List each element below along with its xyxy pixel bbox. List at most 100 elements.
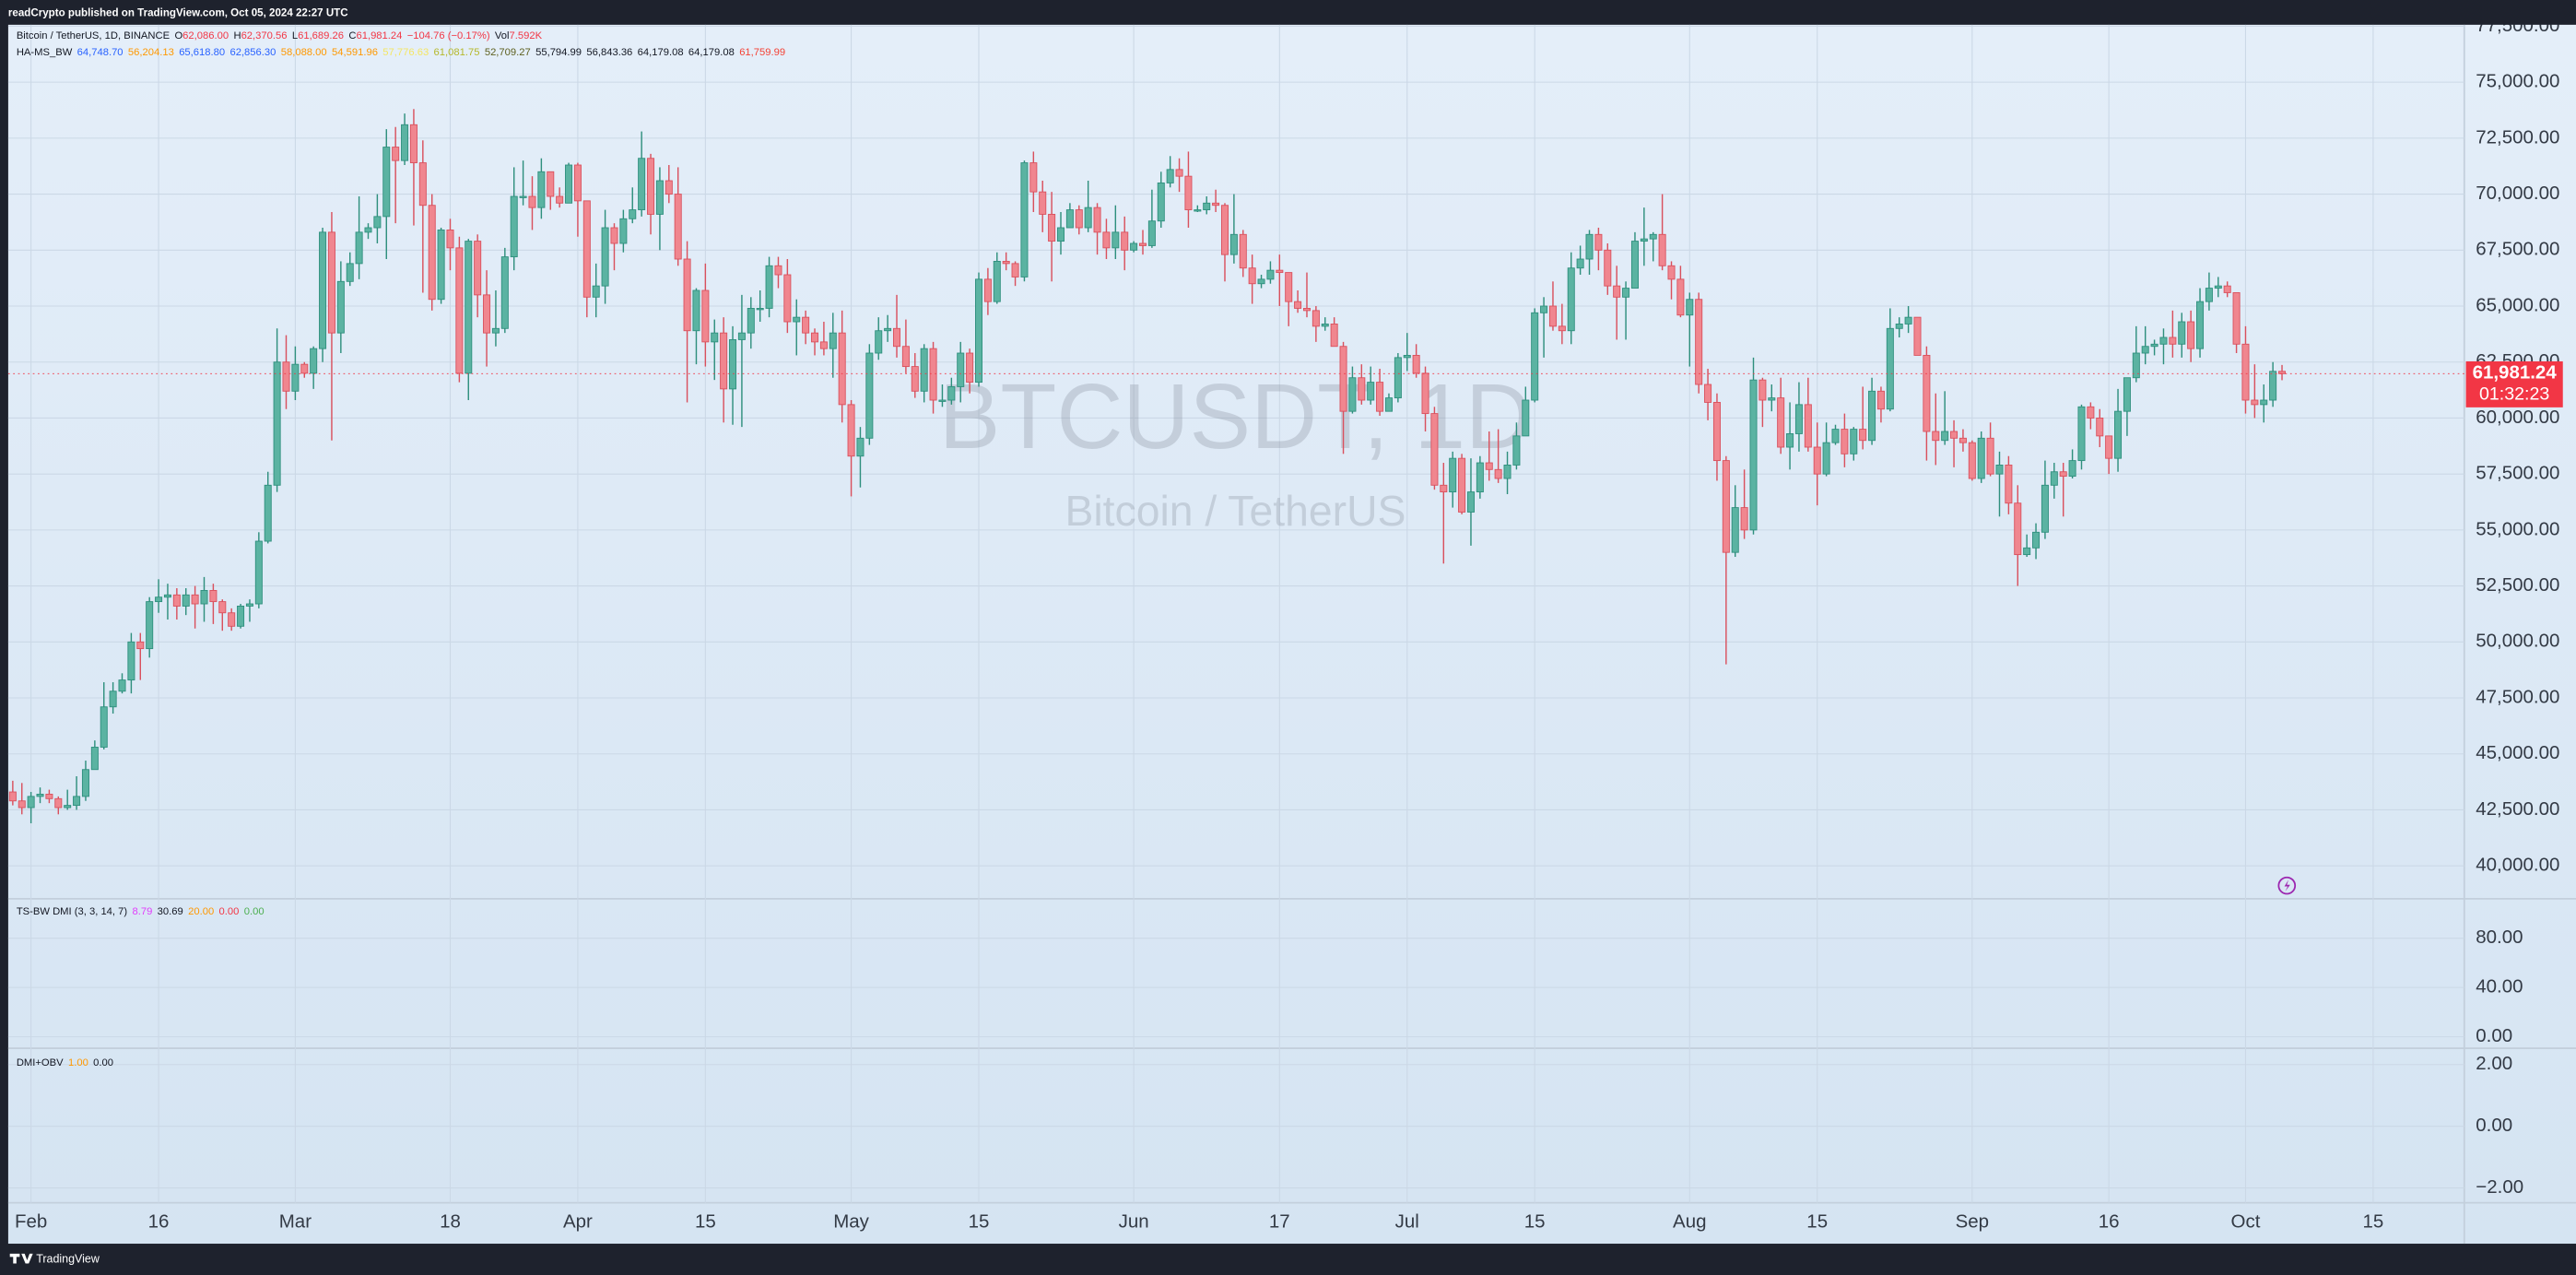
y-tick-label: 45,000.00 — [2476, 742, 2559, 763]
legend-item: 62,086.00 — [182, 30, 229, 41]
y-tick-label: 40,000.00 — [2476, 855, 2559, 876]
candle-body — [2023, 547, 2031, 556]
legend-item: 64,179.08 — [638, 47, 684, 58]
legend-line: Bitcoin / TetherUS, 1D, BINANCE O62,086.0… — [17, 30, 543, 41]
legend-item: TS-BW DMI (3, 3, 14, 7) — [17, 906, 128, 917]
candle-body — [1020, 162, 1029, 277]
legend-item: 56,204.13 — [128, 47, 174, 58]
candle-body — [2005, 465, 2013, 504]
candle-body — [18, 800, 26, 809]
candle-body — [811, 332, 819, 343]
legend-item: 30.69 — [158, 906, 183, 917]
candle-body — [2141, 346, 2149, 354]
candle-body — [1239, 233, 1247, 269]
legend-item: 0.00 — [219, 906, 240, 917]
candle-body — [582, 200, 591, 298]
candle-body — [1794, 404, 1803, 434]
candle-body — [983, 278, 992, 302]
candle-body — [100, 706, 108, 748]
candle-body — [565, 164, 573, 204]
candle-body — [2105, 435, 2113, 459]
y-tick-label: 65,000.00 — [2476, 294, 2559, 315]
legend-item: Bitcoin / TetherUS, 1D, BINANCE — [17, 30, 170, 41]
candle-body — [683, 258, 691, 332]
candle-body — [2232, 291, 2241, 345]
y-tick-label: 0.00 — [2476, 1025, 2512, 1046]
legend-item: 64,179.08 — [688, 47, 735, 58]
candle-body — [1540, 305, 1548, 313]
candle-body — [2251, 399, 2259, 406]
candle-body — [1722, 460, 1730, 553]
legend-item: 1.00 — [68, 1057, 88, 1068]
candle-body — [1121, 231, 1129, 251]
candle-body — [875, 330, 883, 354]
candle-body — [1421, 372, 1429, 415]
candle-body — [1786, 432, 1794, 448]
candle-body — [1384, 397, 1393, 412]
candle-body — [401, 124, 409, 161]
candle-body — [1147, 220, 1156, 246]
candle-body — [90, 747, 99, 771]
candle-body — [282, 361, 290, 392]
y-tick-label: 80.00 — [2476, 927, 2523, 948]
candle-body — [1676, 278, 1685, 316]
candle-body — [1512, 435, 1521, 466]
candle-body — [191, 594, 199, 605]
x-tick-label: 17 — [1269, 1210, 1290, 1232]
legend-item: 20.00 — [188, 906, 214, 917]
legend-line: HA-MS_BW 64,748.70 56,204.13 65,618.80 62,85… — [17, 47, 785, 58]
candle-body — [237, 606, 245, 627]
candle-body — [1011, 263, 1019, 277]
candle-body — [1695, 299, 1703, 385]
candle-body — [938, 399, 947, 402]
legend-item: Vol — [495, 30, 510, 41]
candle-body — [1248, 267, 1256, 285]
candle-body — [2068, 460, 2076, 478]
candle-body — [1567, 267, 1575, 332]
candle-body — [273, 361, 281, 486]
candle-body — [1138, 242, 1147, 246]
candle-body — [163, 594, 171, 598]
candle-body — [1065, 209, 1074, 229]
candle-body — [27, 796, 35, 809]
candle-body — [929, 348, 937, 401]
candles — [8, 109, 2287, 824]
x-tick-label: 15 — [695, 1210, 716, 1232]
candle-body — [1075, 209, 1083, 229]
candle-body — [1503, 465, 1511, 479]
candle-body — [327, 231, 335, 334]
candle-body — [1266, 269, 1275, 280]
candle-body — [118, 679, 126, 692]
candle-body — [1157, 182, 1165, 222]
candle-body — [793, 316, 801, 323]
candle-body — [364, 227, 372, 233]
legend-item: 64,748.70 — [77, 47, 124, 58]
candle-body — [2150, 343, 2158, 348]
y-tick-label: 70,000.00 — [2476, 183, 2559, 204]
candle-body — [2032, 531, 2041, 549]
candle-body — [1440, 484, 1448, 493]
candle-body — [81, 769, 89, 797]
x-tick-label: Apr — [563, 1210, 593, 1232]
candle-body — [2059, 471, 2067, 478]
x-tick-label: Feb — [15, 1210, 47, 1232]
candle-body — [373, 216, 382, 229]
candle-body — [1594, 233, 1603, 251]
alert-icon[interactable] — [2277, 876, 2297, 895]
candle-body — [1813, 446, 1821, 475]
candle-body — [2077, 406, 2086, 462]
candle-body — [1321, 323, 1329, 327]
candle-body — [1622, 288, 1630, 298]
brand-name[interactable]: TradingView — [36, 1252, 100, 1265]
candle-body — [592, 285, 600, 298]
legend-item: 58,088.00 — [281, 47, 327, 58]
candle-body — [1458, 457, 1466, 513]
candle-body — [127, 641, 135, 681]
legend-item: 52,709.27 — [485, 47, 531, 58]
candle-body — [1904, 316, 1912, 325]
candle-body — [629, 209, 637, 219]
candle-body — [1376, 382, 1384, 412]
candle-body — [1002, 260, 1010, 265]
candle-body — [1630, 241, 1639, 289]
